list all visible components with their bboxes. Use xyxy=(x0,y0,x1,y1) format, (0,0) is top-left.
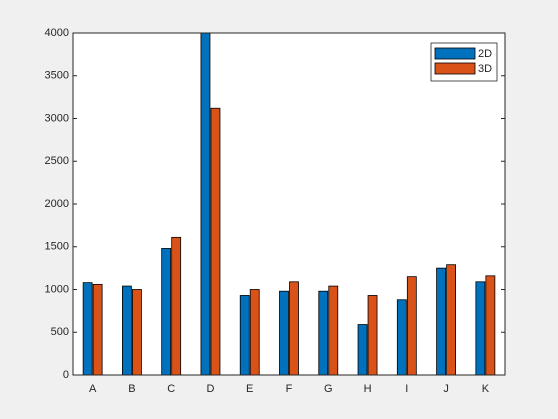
axes-box xyxy=(72,32,506,376)
x-tick-label: D xyxy=(206,383,214,395)
legend-label: 2D xyxy=(478,48,492,60)
y-tick-label: 4000 xyxy=(45,27,69,39)
bar xyxy=(446,264,456,376)
bar xyxy=(249,289,260,376)
x-tick-label: G xyxy=(324,383,333,395)
bar xyxy=(357,324,368,376)
bar xyxy=(161,248,172,376)
x-tick-label: K xyxy=(482,383,490,395)
x-tick-label: I xyxy=(405,383,408,395)
bar xyxy=(328,285,339,376)
axes-background xyxy=(73,33,505,375)
bar xyxy=(318,290,329,376)
y-tick-label: 3000 xyxy=(45,112,69,124)
bar xyxy=(279,290,289,376)
x-tick-label: E xyxy=(246,383,253,395)
bar xyxy=(200,32,211,376)
bar xyxy=(132,289,142,376)
x-tick-label: F xyxy=(286,383,293,395)
legend-swatch xyxy=(434,47,476,60)
y-tick-label: 2500 xyxy=(45,155,69,167)
bar xyxy=(92,283,103,376)
x-tick-label: J xyxy=(443,383,449,395)
y-tick-label: 500 xyxy=(51,326,69,338)
y-tick-label: 0 xyxy=(63,369,69,381)
y-tick-label: 3500 xyxy=(45,70,69,82)
bar xyxy=(406,276,417,376)
y-tick-label: 1500 xyxy=(45,241,69,253)
y-tick-label: 2000 xyxy=(45,198,69,210)
bar xyxy=(396,299,407,376)
x-tick-label: B xyxy=(128,383,135,395)
bar xyxy=(289,281,299,376)
bar xyxy=(367,295,378,376)
legend-swatch xyxy=(434,62,476,75)
bar xyxy=(210,107,221,376)
legend-label: 3D xyxy=(478,63,492,75)
x-tick-label: C xyxy=(167,383,175,395)
bar xyxy=(171,236,182,376)
x-tick-label: H xyxy=(364,383,372,395)
bar xyxy=(239,295,250,376)
bar xyxy=(436,267,446,376)
bar xyxy=(485,275,496,376)
bar xyxy=(82,282,93,376)
y-tick-label: 1000 xyxy=(45,283,69,295)
bar xyxy=(475,281,486,376)
x-tick-label: A xyxy=(89,383,97,395)
bar xyxy=(122,285,132,376)
